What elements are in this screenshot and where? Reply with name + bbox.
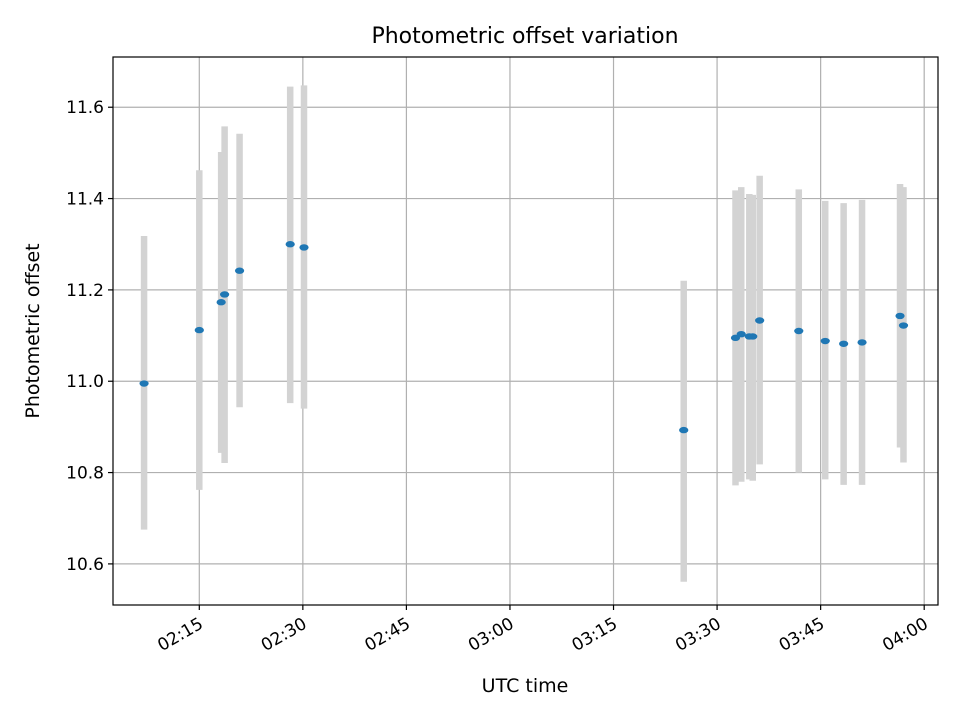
y-tick-label: 10.6 bbox=[66, 555, 104, 575]
data-point bbox=[216, 299, 226, 306]
data-point bbox=[736, 330, 746, 338]
y-tick-label: 10.8 bbox=[66, 464, 104, 484]
data-point bbox=[299, 244, 309, 251]
y-tick-label: 11.6 bbox=[66, 98, 104, 118]
data-point bbox=[139, 380, 149, 387]
y-axis-label: Photometric offset bbox=[22, 243, 44, 418]
data-point bbox=[755, 317, 765, 324]
x-axis-label: UTC time bbox=[482, 675, 569, 697]
data-point bbox=[285, 241, 295, 248]
y-tick-label: 11.0 bbox=[66, 372, 104, 392]
data-point bbox=[679, 426, 689, 434]
data-point bbox=[794, 327, 804, 335]
y-tick-label: 11.4 bbox=[66, 190, 104, 210]
data-point bbox=[234, 267, 245, 274]
y-axis-ticks: 10.6 10.8 11.0 11.2 11.4 11.6 bbox=[66, 98, 113, 575]
data-point bbox=[748, 333, 758, 340]
data-point bbox=[839, 340, 849, 347]
data-point bbox=[820, 337, 830, 345]
y-tick-label: 11.2 bbox=[66, 281, 104, 301]
data-point bbox=[898, 322, 909, 329]
chart-title: Photometric offset variation bbox=[371, 24, 678, 49]
data-point bbox=[895, 312, 905, 320]
data-point bbox=[220, 291, 230, 298]
data-point bbox=[194, 326, 204, 334]
plot-frame bbox=[112, 56, 939, 606]
data-point bbox=[857, 339, 867, 346]
data-points bbox=[139, 241, 909, 434]
